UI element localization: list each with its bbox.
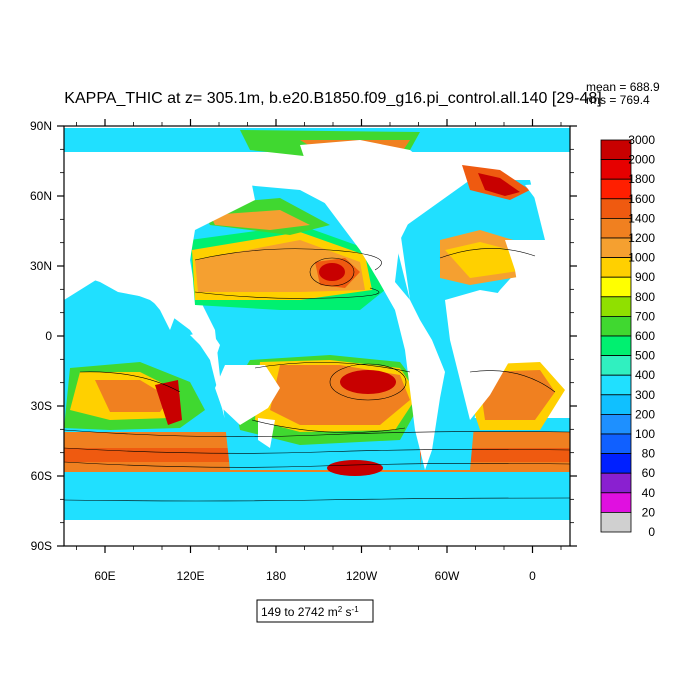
latitude-axis: 90N 60N 30N 0 30S 60S 90S	[30, 119, 577, 553]
range-label-box: 149 to 2742 m2 s-1	[256, 599, 374, 623]
colorbar-label: 700	[635, 309, 655, 323]
colorbar-label: 800	[635, 290, 655, 304]
range-label-middle: s	[342, 605, 351, 619]
colorbar-label: 900	[635, 270, 655, 284]
lat-tick-label: 30N	[30, 259, 52, 273]
colorbar-label: 60	[642, 466, 656, 480]
colorbar-box	[600, 159, 632, 180]
lat-tick-label: 60N	[30, 189, 52, 203]
colorbar: 3000200018001600140012001000900800700600…	[600, 133, 656, 539]
rms-label: rms = 769.4	[586, 93, 650, 107]
colorbar-label: 2000	[628, 153, 655, 167]
colorbar-box	[600, 237, 632, 259]
colorbar-label: 100	[635, 427, 655, 441]
colorbar-box	[600, 198, 632, 219]
lon-tick-label: 60W	[435, 569, 460, 583]
colorbar-box	[600, 374, 632, 396]
colorbar-box	[600, 315, 632, 337]
ocean-field	[64, 128, 570, 522]
colorbar-box	[600, 433, 632, 455]
lon-tick-label: 180	[266, 569, 286, 583]
colorbar-box	[600, 335, 632, 357]
colorbar-label: 500	[635, 349, 655, 363]
colorbar-label: 200	[635, 407, 655, 421]
colorbar-label: 0	[648, 525, 655, 539]
range-label-exp1: 2	[338, 605, 343, 614]
colorbar-box	[600, 355, 632, 376]
colorbar-label: 300	[635, 388, 655, 402]
lat-tick-label: 30S	[31, 399, 52, 413]
colorbar-box	[600, 276, 632, 298]
range-label: 149 to 2742 m2 s-1	[261, 605, 359, 620]
lon-tick-label: 0	[529, 569, 536, 583]
colorbar-label: 1200	[628, 231, 655, 245]
lat-tick-label: 90S	[31, 539, 52, 553]
lat-tick-label: 90N	[30, 119, 52, 133]
map-plot-area	[64, 126, 570, 546]
map-title: KAPPA_THIC at z= 305.1m, b.e20.B1850.f09…	[64, 90, 601, 107]
colorbar-box	[600, 512, 632, 533]
colorbar-label: 1000	[628, 251, 655, 265]
colorbar-box	[600, 257, 632, 278]
range-label-prefix: 149 to 2742 m	[261, 605, 338, 619]
range-label-exp2: -1	[352, 605, 360, 614]
colorbar-box	[600, 296, 632, 317]
colorbar-label: 600	[635, 329, 655, 343]
colorbar-box	[600, 492, 632, 513]
colorbar-box	[600, 139, 632, 161]
colorbar-label: 20	[642, 505, 656, 519]
land-masks	[64, 140, 570, 546]
longitude-axis: 60E 120E 180 120W 60W 0	[76, 119, 562, 583]
colorbar-label: 80	[642, 447, 656, 461]
colorbar-box	[600, 178, 632, 200]
lon-tick-label: 120E	[176, 569, 204, 583]
colorbar-label: 1400	[628, 211, 655, 225]
mean-label: mean = 688.9	[586, 80, 660, 94]
colorbar-box	[600, 472, 632, 494]
lon-tick-label: 120W	[346, 569, 378, 583]
colorbar-box	[600, 413, 632, 435]
colorbar-box	[600, 217, 632, 239]
colorbar-label: 3000	[628, 133, 655, 147]
colorbar-label: 40	[642, 486, 656, 500]
colorbar-label: 1800	[628, 172, 655, 186]
contour-lines	[64, 248, 570, 502]
colorbar-box	[600, 453, 632, 474]
lat-tick-label: 0	[45, 329, 52, 343]
lon-tick-label: 60E	[94, 569, 115, 583]
colorbar-box	[600, 394, 632, 415]
colorbar-label: 1600	[628, 192, 655, 206]
lat-tick-label: 60S	[31, 469, 52, 483]
colorbar-label: 400	[635, 368, 655, 382]
